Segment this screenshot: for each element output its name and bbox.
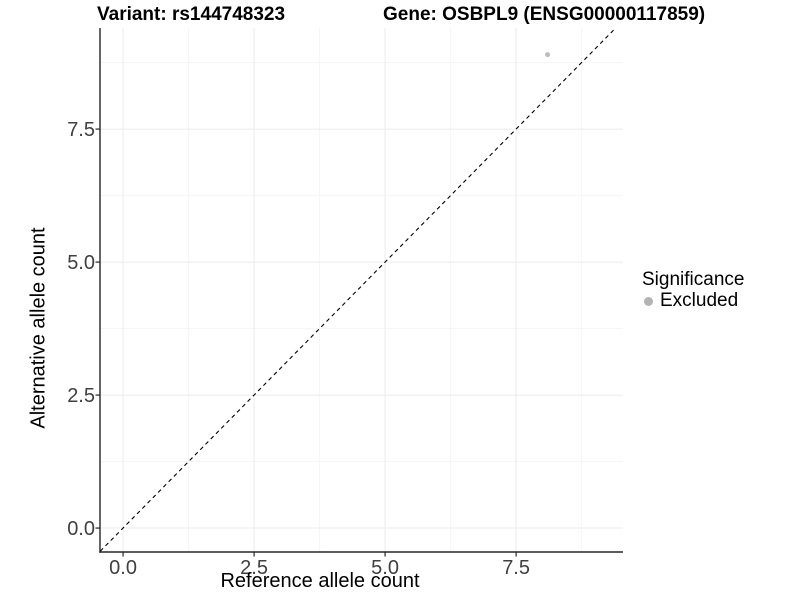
panel-background — [100, 28, 623, 552]
y-tick-label: 2.5 — [67, 385, 95, 407]
y-tick-label: 0.0 — [67, 518, 95, 540]
legend-point-icon — [644, 296, 653, 306]
y-tick-label: 5.0 — [67, 252, 95, 274]
x-axis-title: Reference allele count — [220, 570, 420, 592]
identity-line — [100, 28, 617, 552]
y-axis-title: Alternative allele count — [27, 227, 50, 429]
legend-entry-excluded: Excluded — [640, 291, 744, 311]
y-tick-label: 7.5 — [67, 119, 95, 141]
data-point — [545, 52, 551, 58]
identity-line-group — [100, 28, 617, 552]
legend: Significance Excluded — [640, 269, 744, 311]
x-tick-label: 0.0 — [109, 557, 137, 579]
gene-title: Gene: OSBPL9 (ENSG00000117859) — [383, 4, 706, 25]
x-tick-label: 5.0 — [371, 557, 399, 579]
x-tick-label: 2.5 — [240, 557, 268, 579]
legend-title: Significance — [642, 269, 745, 290]
legend-entry-label: Excluded — [660, 290, 739, 311]
variant-title: Variant: rs144748323 — [97, 4, 286, 25]
x-tick-label: 7.5 — [502, 557, 530, 579]
